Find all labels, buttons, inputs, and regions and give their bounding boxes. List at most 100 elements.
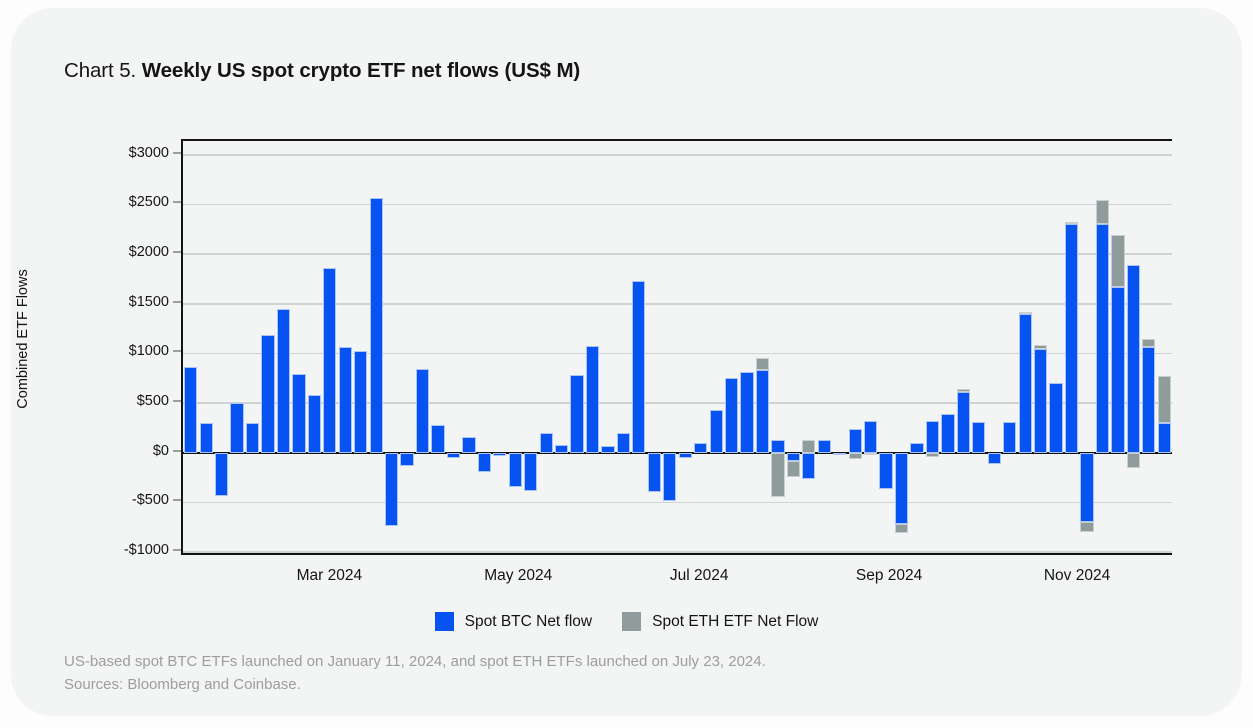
y-tick-mark bbox=[173, 250, 181, 253]
gridline-2500 bbox=[183, 203, 1172, 206]
bar-segment-eth bbox=[1018, 311, 1032, 315]
bar-segment-btc bbox=[910, 443, 924, 453]
bar-segment-eth bbox=[1142, 339, 1156, 348]
bar-segment-btc bbox=[215, 452, 229, 497]
x-tick-label: Nov 2024 bbox=[1043, 567, 1111, 584]
bar-segment-btc bbox=[647, 452, 661, 492]
gridline-0 bbox=[183, 451, 1172, 454]
bar-segment-btc bbox=[508, 452, 522, 488]
bar-segment-btc bbox=[616, 432, 631, 453]
bar-segment-btc bbox=[678, 452, 692, 458]
bar-segment-btc bbox=[1018, 314, 1032, 453]
bar-segment-btc bbox=[1049, 383, 1063, 453]
footnote-sources: Sources: Bloomberg and Coinbase. bbox=[64, 675, 301, 693]
bar-segment-eth bbox=[1064, 221, 1079, 224]
bar-segment-btc bbox=[354, 351, 368, 453]
y-axis-title-text: Combined ETF Flows bbox=[15, 269, 31, 409]
bar-segment-btc bbox=[1080, 452, 1094, 523]
bar-segment-btc bbox=[1064, 223, 1079, 453]
gridline-2000 bbox=[183, 253, 1172, 255]
bar-segment-eth bbox=[1111, 234, 1125, 288]
bar-segment-btc bbox=[199, 422, 213, 453]
x-tick-label: Mar 2024 bbox=[296, 567, 363, 584]
bar-segment-eth bbox=[771, 452, 785, 498]
bar-segment-btc bbox=[1157, 422, 1171, 453]
y-tick-label: -$500 bbox=[131, 492, 169, 509]
y-tick-label: -$1000 bbox=[123, 541, 169, 558]
bar-segment-eth bbox=[755, 358, 770, 371]
bar-segment-btc bbox=[972, 421, 986, 453]
bar-segment-btc bbox=[709, 409, 723, 453]
bar-segment-btc bbox=[585, 346, 600, 453]
y-axis-tick-marks bbox=[173, 139, 181, 555]
eth-legend-swatch-icon bbox=[622, 612, 642, 631]
bar-segment-btc bbox=[462, 436, 476, 453]
plot-area bbox=[181, 139, 1172, 555]
y-tick-label: $2000 bbox=[128, 243, 169, 260]
bar-segment-eth bbox=[864, 452, 878, 455]
bar-segment-btc bbox=[956, 392, 970, 453]
bar-segment-eth bbox=[1080, 522, 1094, 533]
bar-segment-eth bbox=[848, 452, 862, 459]
bar-segment-btc bbox=[786, 452, 801, 461]
footnotes: US-based spot BTC ETFs launched on Janua… bbox=[64, 651, 766, 696]
y-tick-mark bbox=[173, 499, 181, 502]
bar-segment-btc bbox=[554, 445, 569, 453]
y-tick-label: $2500 bbox=[128, 194, 169, 211]
bar-segment-btc bbox=[184, 367, 198, 453]
bar-segment-btc bbox=[539, 432, 553, 453]
bar-segment-btc bbox=[1126, 265, 1140, 453]
bar-segment-btc bbox=[1003, 421, 1017, 453]
y-tick-mark bbox=[173, 399, 181, 402]
x-tick-label: Jul 2024 bbox=[669, 567, 729, 584]
bar-segment-eth bbox=[1126, 452, 1140, 469]
legend-item-eth: Spot ETH ETF Net Flow bbox=[622, 612, 818, 631]
bar-segment-btc bbox=[740, 372, 754, 453]
y-tick-label: $3000 bbox=[128, 144, 169, 161]
bar-segment-btc bbox=[1111, 287, 1125, 453]
bar-segment-eth bbox=[925, 452, 940, 457]
bar-segment-btc bbox=[245, 422, 260, 453]
gridline-1500 bbox=[183, 303, 1172, 305]
bar-segment-btc bbox=[570, 374, 584, 453]
bar-segment-btc bbox=[894, 452, 909, 525]
btc-legend-swatch-icon bbox=[434, 612, 454, 631]
bar-segment-btc bbox=[1142, 347, 1156, 453]
y-tick-mark bbox=[173, 350, 181, 353]
btc-legend-label: Spot BTC Net flow bbox=[464, 612, 593, 630]
gridline--500 bbox=[183, 501, 1172, 504]
bar-segment-btc bbox=[802, 452, 816, 480]
bar-segment-btc bbox=[431, 425, 445, 453]
y-tick-mark bbox=[173, 449, 181, 452]
bar-segment-btc bbox=[323, 268, 337, 453]
bar-segment-btc bbox=[848, 428, 862, 453]
footnote-launch-dates: US-based spot BTC ETFs launched on Janua… bbox=[64, 653, 766, 670]
bar-segment-btc bbox=[724, 378, 739, 453]
y-tick-mark bbox=[173, 151, 181, 154]
y-tick-mark bbox=[173, 548, 181, 551]
bar-segment-btc bbox=[1095, 223, 1110, 453]
gridline-3000 bbox=[183, 154, 1172, 156]
bar-segment-btc bbox=[338, 347, 352, 453]
gridline-500 bbox=[183, 402, 1172, 404]
bar-segment-eth bbox=[786, 461, 801, 478]
chart-title: Chart 5. Weekly US spot crypto ETF net f… bbox=[64, 59, 580, 83]
bar-segment-btc bbox=[524, 452, 538, 492]
bar-segment-btc bbox=[415, 369, 430, 453]
gridline-1000 bbox=[183, 352, 1172, 355]
x-tick-label: May 2024 bbox=[484, 567, 553, 584]
x-axis-tick-labels: Mar 2024 May 2024 Jul 2024 Sep 2024 Nov 2024 bbox=[181, 567, 1172, 591]
bar-segment-btc bbox=[987, 452, 1001, 465]
gridline--1000 bbox=[183, 551, 1172, 553]
x-tick-label: Sep 2024 bbox=[855, 567, 923, 584]
bar-segment-btc bbox=[771, 440, 785, 453]
bar-segment-eth bbox=[802, 440, 816, 453]
y-tick-mark bbox=[173, 300, 181, 303]
legend-item-btc: Spot BTC Net flow bbox=[434, 612, 593, 631]
chart-title-main: Weekly US spot crypto ETF net flows (US$… bbox=[141, 59, 581, 82]
bar-segment-btc bbox=[694, 443, 708, 453]
y-tick-label: $500 bbox=[136, 392, 169, 409]
y-tick-label: $0 bbox=[152, 442, 169, 459]
bar-segment-btc bbox=[925, 421, 940, 453]
